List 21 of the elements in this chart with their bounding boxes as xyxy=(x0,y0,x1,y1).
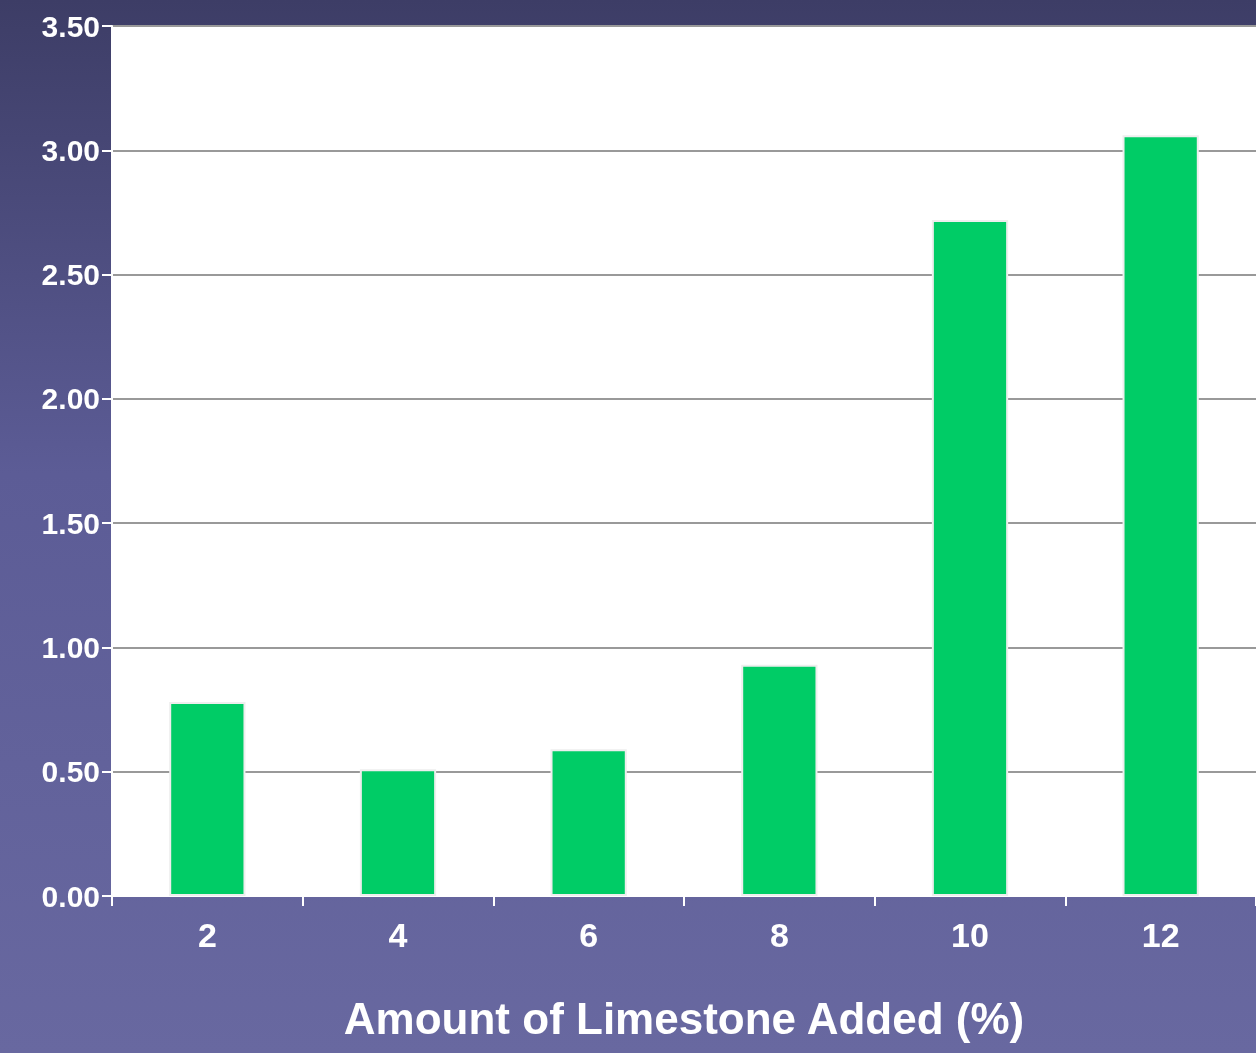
x-tick-label: 12 xyxy=(1141,916,1180,954)
y-tick-label: 1.50 xyxy=(41,506,100,540)
y-tick-label: 2.00 xyxy=(41,382,100,416)
bar xyxy=(169,702,246,896)
y-tick-label: 0.50 xyxy=(41,755,100,789)
bar xyxy=(741,664,818,896)
x-tick-label: 4 xyxy=(388,916,408,954)
y-tick-label: 0.00 xyxy=(41,879,100,913)
y-tick-label: 3.50 xyxy=(41,9,100,43)
bar xyxy=(359,769,437,896)
bar xyxy=(931,219,1009,896)
x-tick-label: 8 xyxy=(769,916,789,954)
x-tick-label: 6 xyxy=(579,916,599,954)
x-tick-label: 10 xyxy=(951,916,989,954)
y-tick-label: 3.00 xyxy=(41,133,100,167)
x-axis-title: Amount of Limestone Added (%) xyxy=(343,993,1025,1043)
x-tick-label: 2 xyxy=(197,916,217,954)
y-tick-label: 1.00 xyxy=(41,630,100,664)
bar xyxy=(550,749,627,896)
y-tick-label: 2.50 xyxy=(41,258,100,292)
bar xyxy=(1122,135,1199,896)
